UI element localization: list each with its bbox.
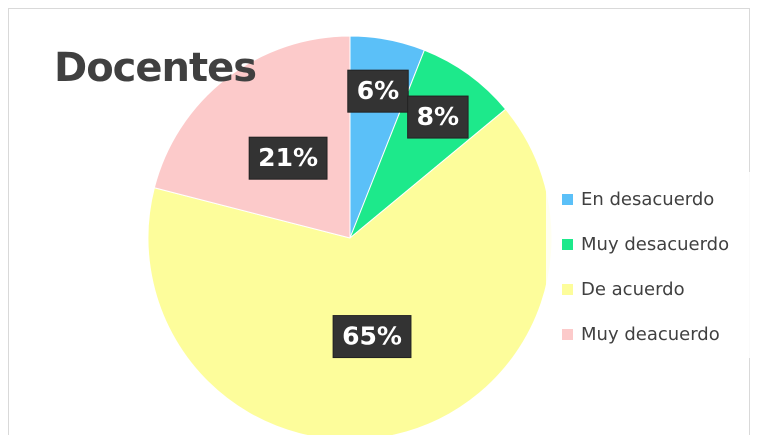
legend-box [546,172,750,358]
legend-swatch [562,284,573,295]
data-label: 21% [258,143,318,172]
legend-label: De acuerdo [581,279,685,300]
data-label: 65% [342,322,402,351]
data-label-box [407,95,469,139]
chart-title: Docentes [54,45,256,91]
legend-swatch [562,194,573,205]
data-label-box [332,315,412,359]
legend-swatch [562,329,573,340]
legend-label: En desacuerdo [581,189,714,210]
data-label-box [347,69,409,113]
legend: En desacuerdo Muy desacuerdo De acuerdo Muy… [562,189,729,345]
data-label-box [248,136,328,180]
data-labels: 6% 8% 65% 21% [248,69,469,359]
data-label: 6% [357,76,399,105]
legend-label: Muy desacuerdo [581,234,729,255]
data-label: 8% [417,102,459,131]
legend-swatch [562,239,573,250]
legend-label: Muy deacuerdo [581,324,720,345]
